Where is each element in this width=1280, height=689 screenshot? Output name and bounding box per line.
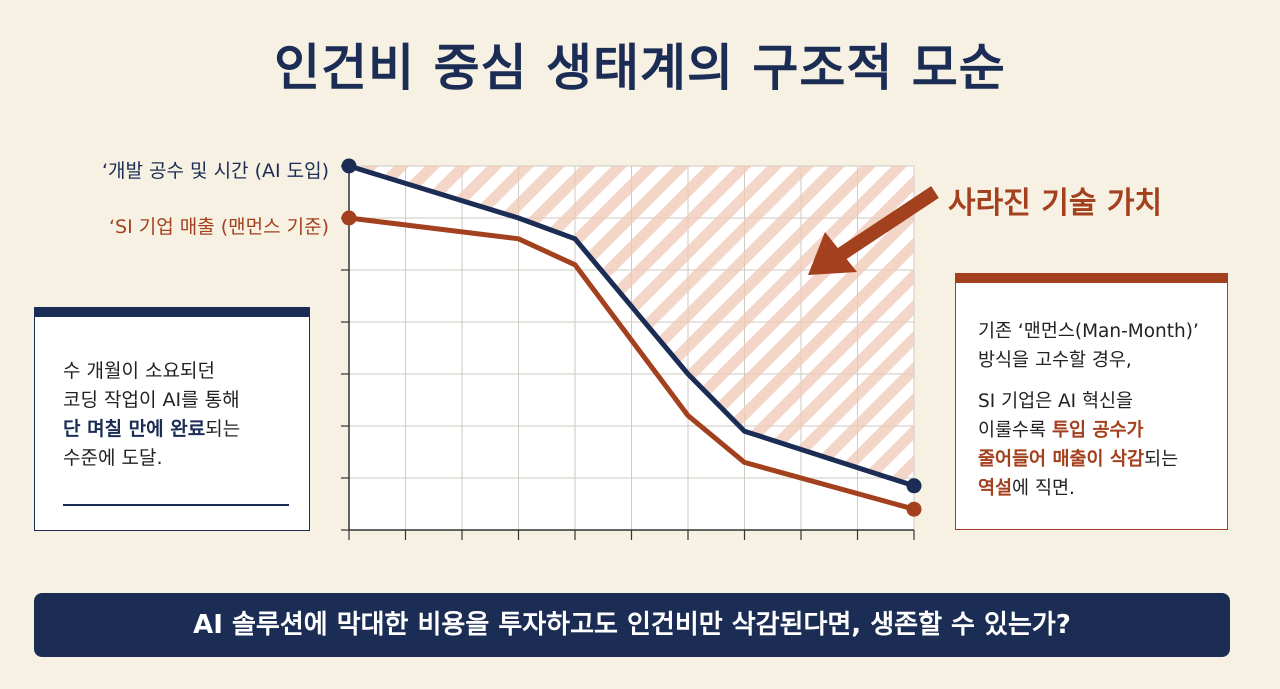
right-highlight-2: 줄어들어 매출이 삭감: [978, 449, 1145, 470]
bottom-question-banner: AI 솔루션에 막대한 비용을 투자하고도 인건비만 삭감된다면, 생존할 수 …: [34, 593, 1230, 657]
left-callout-text: 수 개월이 소요되던 코딩 작업이 AI를 통해 단 며칠 만에 완료되는 수준…: [63, 357, 240, 473]
left-line-3: 단 며칠 만에 완료되는: [63, 415, 240, 444]
right-line-4: 이룰수록 투입 공수가: [978, 416, 1199, 445]
right-line-3: SI 기업은 AI 혁신을: [978, 391, 1134, 412]
left-line-1: 수 개월이 소요되던: [63, 360, 215, 382]
right-line-5: 줄어들어 매출이 삭감되는: [978, 445, 1199, 474]
page-title: 인건비 중심 생태계의 구조적 모순: [274, 39, 1006, 97]
series-2-end-point: [906, 501, 922, 517]
left-line-3-rest: 되는: [205, 418, 241, 440]
right-line-2: 방식을 고수할 경우,: [978, 350, 1132, 371]
series-line-1: [346, 163, 917, 489]
left-line-2: 코딩 작업이 AI를 통해: [63, 389, 240, 411]
left-line-4: 수준에 도달.: [63, 447, 163, 469]
right-highlight-1: 투입 공수가: [1051, 420, 1144, 441]
legend-ai-effort: ‘개발 공수 및 시간 (AI 도입): [102, 160, 329, 182]
series-line-2: [346, 215, 917, 512]
right-callout-box: 기존 ‘맨먼스(Man-Month)’ 방식을 고수할 경우, SI 기업은 A…: [955, 273, 1228, 530]
legend-si-revenue: ‘SI 기업 매출 (맨먼스 기준): [108, 216, 329, 238]
chart-series: [341, 158, 922, 517]
left-highlight: 단 며칠 만에 완료: [63, 418, 206, 440]
right-line-6: 역설에 직면.: [978, 474, 1199, 503]
lost-value-label: 사라진 기술 가치: [948, 186, 1163, 221]
right-callout-text: 기존 ‘맨먼스(Man-Month)’ 방식을 고수할 경우, SI 기업은 A…: [978, 317, 1199, 503]
lost-value-arrow: [808, 186, 939, 275]
left-callout-box: 수 개월이 소요되던 코딩 작업이 AI를 통해 단 며칠 만에 완료되는 수준…: [34, 307, 310, 531]
series-1-end-point: [906, 478, 922, 494]
series-2-start-point: [341, 210, 357, 226]
right-highlight-3: 역설: [978, 478, 1013, 499]
right-line-6-rest: 에 직면.: [1012, 478, 1075, 499]
lost-value-area: [349, 166, 914, 486]
right-line-5-rest: 되는: [1144, 449, 1179, 470]
right-line-1: 기존 ‘맨먼스(Man-Month)’: [978, 321, 1199, 342]
series-1-start-point: [341, 158, 357, 174]
right-line-4-pre: 이룰수록: [978, 420, 1052, 441]
left-divider: [63, 504, 289, 506]
